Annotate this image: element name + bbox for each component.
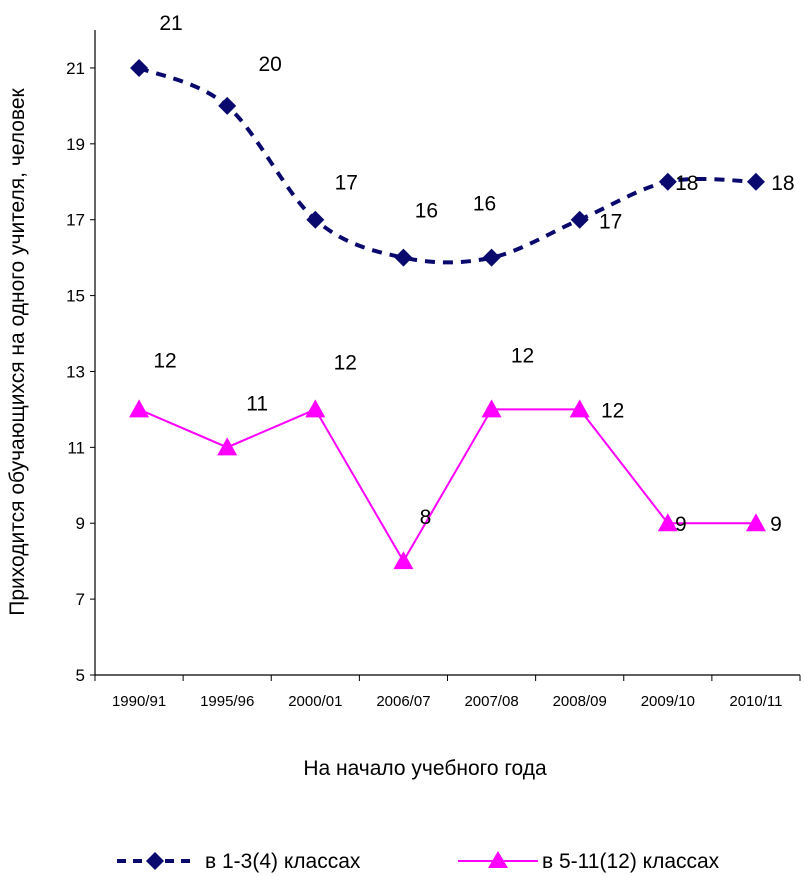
- data-label-series-2: 12: [153, 349, 176, 372]
- y-tick-label: 15: [66, 287, 85, 306]
- y-axis-title: Приходится обучающихся на одного учителя…: [6, 87, 29, 615]
- y-tick-label: 7: [76, 590, 85, 609]
- y-tick-label: 19: [66, 135, 85, 154]
- legend: в 1-3(4) классах в 5-11(12) классах: [117, 850, 720, 873]
- data-label-series-2: 8: [420, 506, 432, 529]
- series-1-point: [218, 96, 237, 115]
- data-label-series-2: 12: [511, 344, 534, 367]
- series-1-point: [482, 248, 501, 267]
- x-axis-title: На начало учебного года: [303, 757, 547, 780]
- data-label-series-2: 11: [246, 392, 268, 415]
- data-label-series-2: 12: [601, 399, 624, 422]
- series-2-point: [129, 399, 150, 418]
- data-label-series-1: 20: [259, 53, 282, 76]
- series-2-point: [657, 513, 678, 532]
- series-2-point: [305, 399, 326, 418]
- x-axis-ticks: 1990/91 1995/96 2000/01 2006/07 2007/08 2008/…: [94, 675, 801, 710]
- x-tick-label: 1995/96: [200, 693, 254, 710]
- series-2-point: [481, 399, 502, 418]
- data-label-series-1: 16: [473, 193, 496, 216]
- legend-item-series-1: в 1-3(4) классах: [117, 850, 361, 873]
- series-1-point: [658, 172, 677, 191]
- series-2-point: [745, 513, 766, 532]
- series-1-point: [306, 210, 325, 229]
- y-axis-ticks: 5 7 9 11 13 15 17 19 21: [66, 59, 95, 685]
- x-tick-label: 2006/07: [376, 693, 430, 710]
- y-tick-label: 21: [66, 59, 85, 78]
- x-tick-label: 2007/08: [464, 693, 518, 710]
- x-tick-label: 2010/11: [729, 693, 782, 710]
- legend-marker-diamond-icon: [146, 852, 164, 870]
- data-label-series-2: 9: [770, 513, 782, 536]
- x-tick-label: 2009/10: [641, 693, 695, 710]
- y-tick-label: 9: [76, 514, 85, 533]
- y-tick-label: 17: [66, 211, 85, 230]
- y-tick-label: 5: [76, 666, 85, 685]
- data-label-series-1: 16: [415, 200, 438, 223]
- data-label-series-2: 9: [675, 513, 687, 536]
- series-group: [129, 58, 766, 570]
- x-tick-label: 2000/01: [288, 693, 342, 710]
- legend-label-series-1: в 1-3(4) классах: [205, 850, 361, 873]
- legend-item-series-2: в 5-11(12) классах: [458, 850, 720, 873]
- data-label-series-1: 21: [159, 12, 182, 35]
- legend-marker-triangle-icon: [488, 851, 508, 868]
- series-2-point: [569, 399, 590, 418]
- data-label-series-1: 18: [771, 172, 794, 195]
- series-2-point: [217, 437, 238, 456]
- x-tick-label: 2008/09: [553, 693, 607, 710]
- data-label-series-1: 18: [675, 172, 698, 195]
- data-labels: 21 20 17 16 16 17 18 18 12 11 12 8 12 12 9 9: [153, 12, 794, 536]
- series-line-1: [138, 66, 756, 265]
- y-tick-label: 13: [66, 362, 85, 381]
- series-1-point: [570, 210, 589, 229]
- series-line-2: [138, 408, 756, 564]
- series-1-point: [130, 58, 149, 77]
- series-2-point: [393, 551, 414, 570]
- series-1-point: [746, 172, 765, 191]
- data-label-series-2: 12: [334, 351, 357, 374]
- series-1-point: [394, 248, 413, 267]
- data-label-series-1: 17: [599, 211, 622, 234]
- y-tick-label: 11: [67, 438, 85, 457]
- data-label-series-1: 17: [335, 172, 358, 195]
- legend-label-series-2: в 5-11(12) классах: [542, 850, 720, 873]
- x-tick-label: 1990/91: [112, 693, 166, 710]
